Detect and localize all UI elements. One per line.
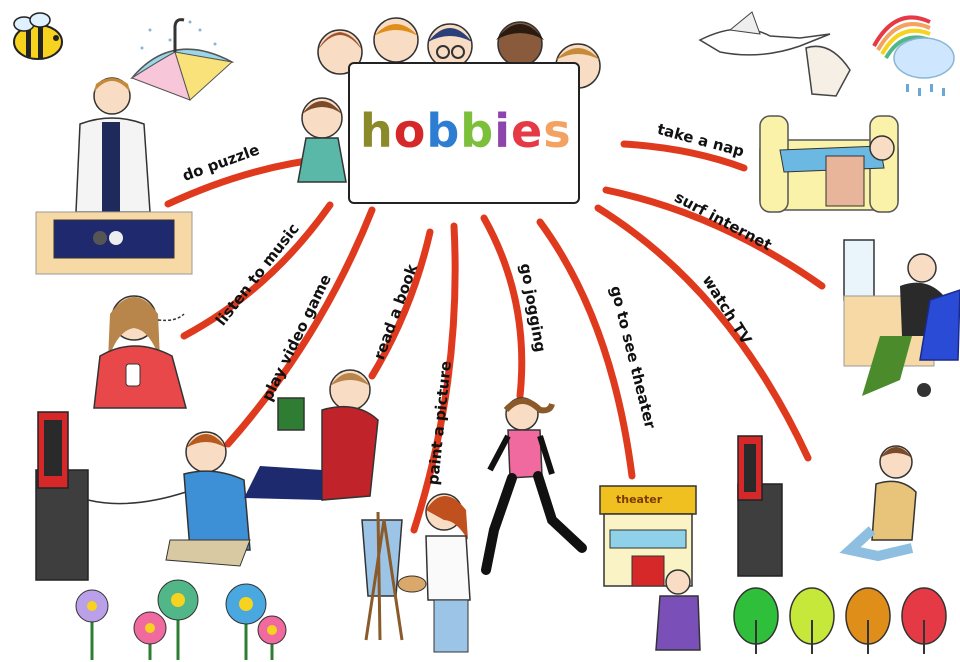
- title-letter: b: [460, 104, 495, 158]
- branch-go-jogging: [480, 214, 526, 400]
- page-title: hobbies: [360, 96, 580, 166]
- runner-icon: [481, 397, 587, 575]
- branch-take-a-nap: [620, 140, 748, 172]
- branch-play-video-game: [224, 206, 376, 448]
- title-board: [348, 62, 580, 204]
- sofa-icon: [759, 115, 899, 213]
- trees-icon: [733, 587, 947, 654]
- easel-icon: [361, 493, 471, 653]
- computer-icon: [843, 239, 960, 397]
- branch-go-to-see-theater: [536, 218, 636, 480]
- tv-icon: [737, 435, 917, 577]
- branch-read-a-book: [368, 228, 434, 380]
- gamepad-icon: [35, 411, 251, 581]
- branch-lines: [164, 140, 826, 534]
- title-letter: i: [494, 104, 512, 158]
- stork-icon: [698, 11, 851, 97]
- theater-icon: [599, 485, 701, 651]
- puzzle-icon: [35, 77, 193, 275]
- title-letter: o: [393, 104, 427, 158]
- title-letter: e: [511, 104, 544, 158]
- book-icon: [244, 369, 379, 501]
- branch-watch-tv: [594, 204, 812, 462]
- branch-listen-to-music: [180, 201, 334, 340]
- theater-sign-label: theater: [616, 493, 663, 506]
- title-letter: h: [360, 104, 394, 158]
- branch-surf-internet: [602, 186, 826, 290]
- rainbow-cloud-icon: [872, 15, 955, 96]
- branch-paint-a-picture: [410, 222, 459, 534]
- title-letter: s: [543, 104, 572, 158]
- flowers-icon: [75, 579, 287, 660]
- bee-icon: [13, 12, 63, 60]
- umbrella-icon: [130, 18, 235, 101]
- headphones-icon: [93, 295, 187, 409]
- title-letter: b: [426, 104, 461, 158]
